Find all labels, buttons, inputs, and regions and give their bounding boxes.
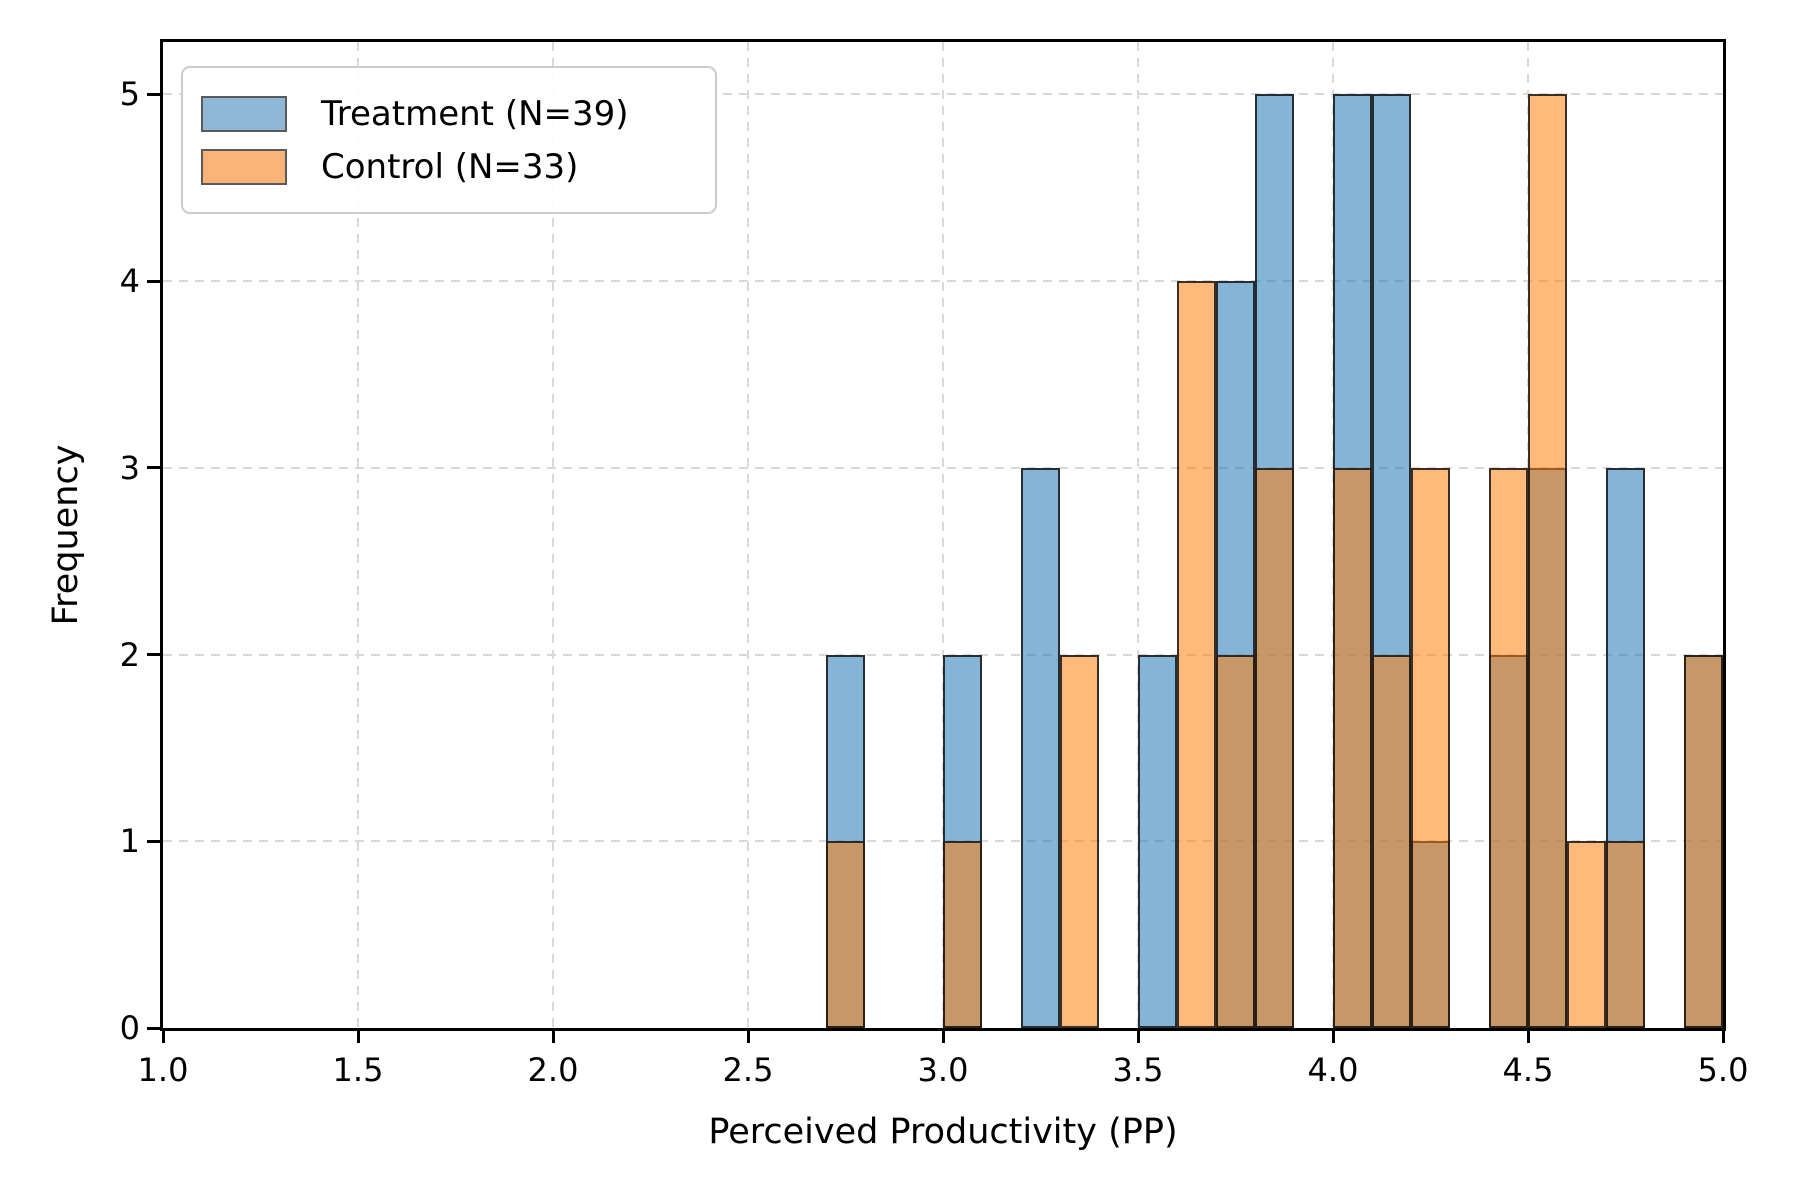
treatment-swatch bbox=[201, 95, 287, 132]
y-tick bbox=[147, 279, 161, 283]
y-tick bbox=[147, 653, 161, 657]
x-tick-label: 2.0 bbox=[527, 1051, 579, 1089]
x-tick bbox=[1136, 1029, 1140, 1043]
x-tick-label: 4.0 bbox=[1307, 1051, 1359, 1089]
histogram-bar-control bbox=[1489, 467, 1528, 1028]
x-tick bbox=[1331, 1029, 1335, 1043]
histogram-bar-treatment bbox=[1138, 654, 1177, 1028]
histogram-bar-control bbox=[1567, 841, 1606, 1028]
legend-label-control: Control (N=33) bbox=[321, 146, 579, 187]
gridline-horizontal bbox=[163, 280, 1723, 283]
x-tick-label: 4.5 bbox=[1502, 1051, 1554, 1089]
x-tick bbox=[356, 1029, 360, 1043]
gridline-vertical bbox=[942, 42, 944, 1028]
legend-item-control: Control (N=33) bbox=[201, 147, 697, 187]
gridline-horizontal bbox=[163, 93, 1723, 96]
histogram-bar-control bbox=[1060, 654, 1099, 1028]
histogram-bar-control bbox=[943, 841, 982, 1028]
histogram-bar-control bbox=[1411, 467, 1450, 1028]
legend: Treatment (N=39) Control (N=33) bbox=[181, 66, 717, 214]
x-tick-label: 2.5 bbox=[722, 1051, 774, 1089]
gridline-vertical bbox=[552, 42, 554, 1028]
histogram-bar-control bbox=[1684, 654, 1723, 1028]
histogram-bar-control bbox=[1333, 467, 1372, 1028]
y-tick-label: 3 bbox=[119, 448, 140, 487]
gridline-vertical bbox=[357, 42, 359, 1028]
histogram-bar-control bbox=[1372, 654, 1411, 1028]
x-tick-label: 3.5 bbox=[1112, 1051, 1164, 1089]
y-tick-label: 4 bbox=[119, 262, 140, 301]
histogram-bar-control bbox=[1177, 281, 1216, 1028]
histogram-bar-control bbox=[1528, 94, 1567, 1028]
control-swatch bbox=[201, 148, 287, 185]
legend-item-treatment: Treatment (N=39) bbox=[201, 94, 697, 134]
x-tick-label: 1.5 bbox=[332, 1051, 384, 1089]
x-tick-label: 1.0 bbox=[137, 1051, 189, 1089]
y-tick bbox=[147, 1026, 161, 1030]
histogram-bar-control bbox=[1255, 467, 1294, 1028]
x-tick bbox=[551, 1029, 555, 1043]
x-tick bbox=[941, 1029, 945, 1043]
y-tick bbox=[147, 92, 161, 96]
y-axis-label: Frequency bbox=[46, 444, 86, 626]
x-axis-label: Perceived Productivity (PP) bbox=[708, 1112, 1178, 1152]
histogram-bar-treatment bbox=[1021, 467, 1060, 1028]
y-tick bbox=[147, 839, 161, 843]
histogram-bar-control bbox=[1216, 654, 1255, 1028]
y-tick-label: 2 bbox=[119, 635, 140, 674]
gridline-horizontal bbox=[163, 466, 1723, 469]
gridline-vertical bbox=[1137, 42, 1139, 1028]
y-tick-label: 0 bbox=[119, 1009, 140, 1047]
y-tick-label: 1 bbox=[119, 822, 140, 861]
x-tick bbox=[1526, 1029, 1530, 1043]
x-tick bbox=[746, 1029, 750, 1043]
histogram-bar-control bbox=[826, 841, 865, 1028]
x-tick-label: 5.0 bbox=[1697, 1051, 1749, 1089]
y-tick-label: 5 bbox=[119, 75, 140, 114]
x-tick-label: 3.0 bbox=[917, 1051, 969, 1089]
y-tick bbox=[147, 466, 161, 470]
x-tick bbox=[161, 1029, 165, 1043]
histogram-bar-control bbox=[1606, 841, 1645, 1028]
x-tick bbox=[1721, 1029, 1725, 1043]
legend-label-treatment: Treatment (N=39) bbox=[321, 93, 629, 134]
gridline-vertical bbox=[747, 42, 749, 1028]
